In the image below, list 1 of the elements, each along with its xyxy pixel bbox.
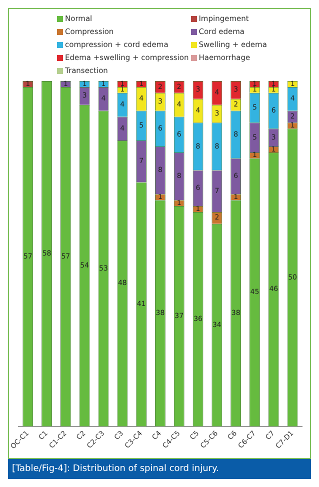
text: [Table/Fig-4]: Distribution of spinal cord injury. — [8, 459, 311, 479]
